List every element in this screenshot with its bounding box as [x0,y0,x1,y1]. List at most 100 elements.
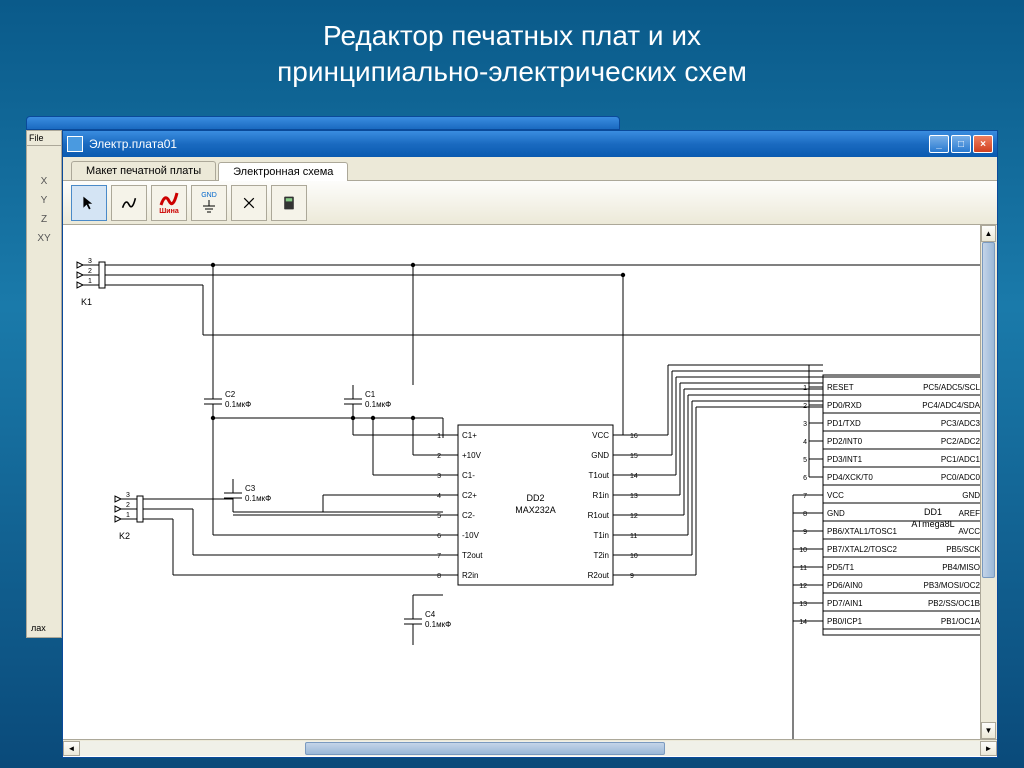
svg-text:11: 11 [630,533,637,540]
svg-text:C3: C3 [245,484,256,493]
svg-text:DD2: DD2 [526,493,544,503]
minimize-button[interactable]: _ [929,135,949,153]
svg-text:6: 6 [437,533,441,540]
svg-text:-10V: -10V [462,531,480,540]
vertical-scrollbar[interactable]: ▲▼ [980,225,997,739]
horizontal-scrollbar[interactable]: ◄► [63,739,997,756]
svg-text:R2in: R2in [462,571,478,580]
svg-text:PD5/T1: PD5/T1 [827,563,855,572]
svg-text:4: 4 [803,439,807,446]
svg-text:PD6/AIN0: PD6/AIN0 [827,581,863,590]
svg-text:15: 15 [630,453,638,460]
svg-text:RESET: RESET [827,383,854,392]
svg-text:1: 1 [437,433,441,440]
svg-text:PB5/SCK: PB5/SCK [946,545,980,554]
window-title: Электр.плата01 [89,137,177,151]
svg-text:PC4/ADC4/SDA: PC4/ADC4/SDA [922,401,980,410]
svg-text:8: 8 [803,511,807,518]
background-left-toolbar: File X Y Z XY лах [26,130,62,638]
svg-text:PC5/ADC5/SCL: PC5/ADC5/SCL [923,383,980,392]
svg-text:GND: GND [591,451,609,460]
svg-text:8: 8 [437,573,441,580]
svg-text:7: 7 [803,493,807,500]
svg-text:PD2/INT0: PD2/INT0 [827,437,863,446]
svg-text:11: 11 [800,565,807,572]
tab-row: Макет печатной платы Электронная схема [63,157,997,181]
svg-text:PD4/XCK/T0: PD4/XCK/T0 [827,473,873,482]
svg-text:1: 1 [88,278,92,285]
titlebar: Электр.плата01 _ □ × [63,131,997,157]
status-text: лах [31,623,46,633]
tool-bus[interactable]: Шина [151,185,187,221]
svg-text:PB0/ICP1: PB0/ICP1 [827,617,863,626]
toolbar: Шина GND [63,181,997,225]
svg-text:PC3/ADC3: PC3/ADC3 [941,419,981,428]
svg-text:12: 12 [630,513,638,520]
svg-text:PB2/SS/OC1B: PB2/SS/OC1B [928,599,980,608]
tool-delete[interactable] [231,185,267,221]
svg-text:AVCC: AVCC [958,527,980,536]
svg-text:7: 7 [437,553,441,560]
svg-text:10: 10 [799,547,807,554]
svg-text:13: 13 [799,601,807,608]
svg-text:C2: C2 [225,390,236,399]
svg-text:3: 3 [126,492,130,499]
tool-multimeter[interactable] [271,185,307,221]
svg-text:PC1/ADC1: PC1/ADC1 [941,455,981,464]
axis-xy[interactable]: XY [27,229,61,248]
svg-text:PB1/OC1A: PB1/OC1A [941,617,981,626]
svg-text:2: 2 [437,453,441,460]
svg-text:PD3/INT1: PD3/INT1 [827,455,863,464]
svg-text:5: 5 [803,457,807,464]
app-icon [67,136,83,152]
svg-text:0.1мкФ: 0.1мкФ [425,620,451,629]
axis-x[interactable]: X [27,172,61,191]
svg-text:VCC: VCC [592,431,609,440]
svg-text:MAX232A: MAX232A [515,505,556,515]
svg-text:PC2/ADC2: PC2/ADC2 [941,437,981,446]
app-window: Электр.плата01 _ □ × Макет печатной плат… [62,130,998,758]
svg-text:VCC: VCC [827,491,844,500]
svg-text:6: 6 [803,475,807,482]
svg-text:12: 12 [799,583,807,590]
maximize-button[interactable]: □ [951,135,971,153]
schematic-canvas[interactable]: 321K1321K2C20.1мкФC10.1мкФC30.1мкФC40.1м… [63,225,997,739]
svg-text:R2out: R2out [588,571,610,580]
svg-text:AREF: AREF [959,509,980,518]
svg-text:5: 5 [437,513,441,520]
tool-select[interactable] [71,185,107,221]
tool-gnd[interactable]: GND [191,185,227,221]
axis-y[interactable]: Y [27,191,61,210]
svg-text:PB4/MISO: PB4/MISO [942,563,980,572]
svg-text:9: 9 [803,529,807,536]
tool-wire[interactable] [111,185,147,221]
svg-text:PB6/XTAL1/TOSC1: PB6/XTAL1/TOSC1 [827,527,898,536]
svg-text:DD1: DD1 [924,507,942,517]
svg-text:0.1мкФ: 0.1мкФ [365,400,391,409]
axis-z[interactable]: Z [27,210,61,229]
svg-text:C1+: C1+ [462,431,477,440]
svg-text:PD7/AIN1: PD7/AIN1 [827,599,863,608]
svg-text:PB3/MOSI/OC2: PB3/MOSI/OC2 [924,581,981,590]
svg-text:3: 3 [803,421,807,428]
svg-text:16: 16 [630,433,638,440]
file-menu[interactable]: File [27,131,61,146]
svg-text:2: 2 [88,268,92,275]
svg-text:C1-: C1- [462,471,475,480]
svg-text:1: 1 [126,512,130,519]
close-button[interactable]: × [973,135,993,153]
svg-text:R1out: R1out [588,511,610,520]
svg-text:10: 10 [630,553,638,560]
svg-text:14: 14 [630,473,638,480]
slide-title: Редактор печатных плат и их принципиальн… [0,0,1024,99]
svg-text:PB7/XTAL2/TOSC2: PB7/XTAL2/TOSC2 [827,545,898,554]
svg-text:K2: K2 [119,531,130,541]
svg-text:C1: C1 [365,390,376,399]
tab-pcb-layout[interactable]: Макет печатной платы [71,161,216,180]
svg-text:T1in: T1in [593,531,609,540]
svg-text:R1in: R1in [593,491,609,500]
svg-text:PD1/TXD: PD1/TXD [827,419,861,428]
tab-schematic[interactable]: Электронная схема [218,162,348,181]
svg-text:T1out: T1out [589,471,610,480]
svg-text:GND: GND [827,509,845,518]
